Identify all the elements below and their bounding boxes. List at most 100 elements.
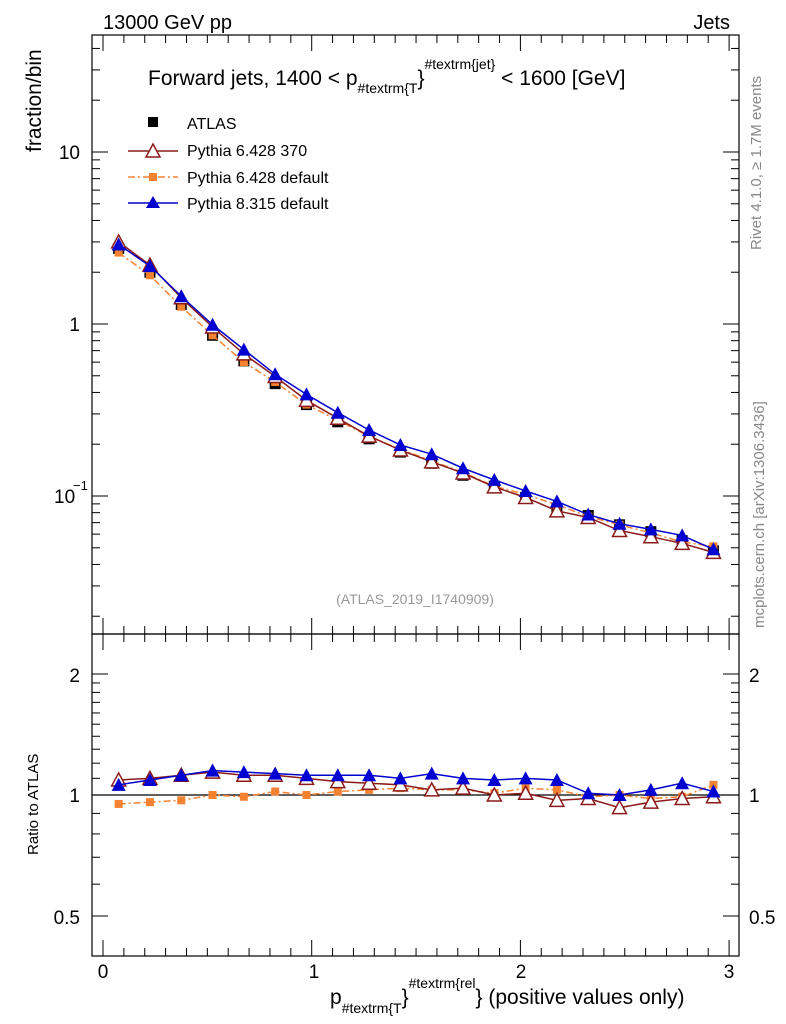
x-axis-label-sub: #textrm{T (342, 1000, 402, 1016)
main-point-pythia-8-315-default (236, 342, 251, 356)
main-point-pythia-8-315-default (330, 405, 345, 419)
ratio-ytick-2-left: 2 (69, 666, 80, 687)
chart-title-post: < 1600 [GeV] (495, 67, 625, 90)
main-point-pythia-6-428-370 (486, 478, 503, 494)
legend-label-py8-default: Pythia 8.315 default (187, 196, 329, 213)
ratio-point-pythia-8-315-default (142, 772, 157, 786)
main-point-pythia-6-428-370 (642, 528, 660, 544)
ratio-point-pythia-8-315-default (456, 771, 471, 785)
main-point-pythia-8-315-default (456, 461, 471, 475)
ratio-point-pythia-8-315-default (174, 768, 189, 782)
ratio-point-pythia-8-315-default (518, 771, 533, 785)
ratio-point-pythia-8-315-default (362, 768, 377, 782)
ytick-label-0.1-exp: −1 (73, 478, 88, 493)
ratio-point-pythia-6-428-default (239, 792, 248, 801)
ratio-point-pythia-6-428-370 (517, 784, 534, 801)
ratio-point-pythia-6-428-370 (486, 786, 503, 802)
ytick-label-1: 1 (69, 315, 80, 336)
header-right: Jets (693, 12, 730, 34)
ratio-point-pythia-6-428-370 (360, 774, 378, 790)
main-series-group (110, 233, 722, 560)
main-point-pythia-8-315-default (205, 317, 220, 331)
main-point-pythia-8-315-default (612, 516, 627, 530)
main-axis-ticks (92, 47, 739, 617)
x-axis-label-brace2: } (476, 986, 483, 1009)
ratio-point-pythia-6-428-370 (642, 793, 660, 809)
legend-label-py6-370: Pythia 6.428 370 (187, 143, 307, 160)
ratio-point-pythia-6-428-370 (423, 781, 440, 797)
ratio-point-pythia-8-315-default (487, 772, 502, 786)
main-point-pythia-8-315-default (142, 259, 157, 273)
ratio-point-pythia-6-428-default (271, 787, 280, 796)
main-point-pythia-8-315-default (111, 237, 126, 251)
ratio-point-pythia-8-315-default (675, 776, 690, 790)
ratio-point-pythia-6-428-370 (611, 799, 628, 815)
main-point-pythia-8-315-default (706, 542, 721, 556)
ratio-ylabel: Ratio to ATLAS (25, 754, 42, 855)
legend-label-py6-default: Pythia 6.428 default (187, 170, 329, 187)
ytick-label-0.1-base: 10 (54, 487, 75, 508)
x-axis-label-p: p (330, 986, 342, 1009)
ratio-point-pythia-6-428-default (333, 787, 342, 796)
ratio-line-pythia-8-315-default (118, 769, 714, 796)
ratio-ytick-0.5-right: 0.5 (749, 908, 775, 929)
main-line-pythia-8-315-default (118, 243, 714, 550)
main-point-pythia-8-315-default (487, 472, 502, 486)
xtick-label-0: 0 (98, 962, 109, 983)
main-point-pythia-8-315-default (174, 289, 189, 303)
ratio-point-pythia-8-315-default (268, 766, 283, 780)
legend-marker-py6-370 (144, 142, 162, 158)
ratio-point-pythia-6-428-370 (548, 791, 566, 808)
ratio-point-pythia-8-315-default (581, 786, 596, 800)
legend: ATLAS Pythia 6.428 370 Pythia 6.428 defa… (128, 116, 329, 213)
main-point-pythia-6-428-default (239, 358, 248, 367)
ratio-point-pythia-8-315-default (205, 763, 220, 777)
xtick-label-3: 3 (724, 962, 735, 983)
ratio-point-pythia-6-428-default (208, 791, 217, 799)
mcplots-label: mcplots.cern.ch [arXiv:1306.3436] (751, 401, 768, 628)
ratio-point-pythia-6-428-default (114, 799, 123, 808)
ratio-point-pythia-8-315-default (299, 768, 314, 782)
main-point-pythia-6-428-370 (673, 534, 691, 551)
ratio-point-pythia-8-315-default (549, 772, 564, 786)
x-axis-label-brace: } (402, 986, 409, 1009)
ratio-series-group (110, 763, 722, 815)
x-axis-ticks (102, 35, 730, 956)
ratio-point-pythia-6-428-default (552, 785, 561, 794)
chart-title: Forward jets, 1400 < p#textrm{T}#textrm{… (148, 56, 625, 96)
chart-title-sub: #textrm{T (358, 80, 418, 96)
xtick-label-2: 2 (516, 962, 527, 983)
main-point-pythia-8-315-default (549, 494, 564, 508)
ratio-point-pythia-8-315-default (612, 788, 627, 801)
main-point-pythia-8-315-default (268, 367, 283, 381)
main-point-pythia-8-315-default (675, 528, 690, 542)
main-point-pythia-8-315-default (518, 483, 533, 497)
ratio-ytick-0.5-left: 0.5 (54, 908, 80, 929)
ratio-point-pythia-8-315-default (424, 766, 439, 780)
legend-marker-atlas (148, 117, 158, 127)
main-point-pythia-8-315-default (299, 387, 314, 401)
x-axis-label: p#textrm{T}#textrm{rel} (positive values… (330, 975, 684, 1016)
x-axis-label-sup: #textrm{rel (409, 975, 476, 991)
ratio-ytick-2-right: 2 (749, 666, 760, 687)
chart-title-pre: Forward jets, 1400 < p (148, 67, 358, 90)
main-line-pythia-6-428-default (118, 252, 714, 548)
legend-label-atlas: ATLAS (187, 116, 237, 133)
main-ylabel: fraction/bin (23, 49, 46, 152)
main-point-pythia-6-428-default (208, 331, 217, 340)
ytick-label-10: 10 (59, 143, 80, 164)
ratio-point-pythia-8-315-default (643, 782, 658, 796)
main-point-pythia-8-315-default (362, 422, 377, 436)
ratio-line-pythia-6-428-370 (118, 771, 714, 809)
main-point-pythia-6-428-370 (611, 521, 628, 538)
ratio-point-pythia-6-428-370 (454, 779, 472, 795)
main-point-pythia-8-315-default (393, 437, 408, 451)
ratio-point-pythia-6-428-default (302, 791, 311, 799)
main-point-pythia-6-428-370 (423, 453, 440, 469)
ratio-point-pythia-6-428-default (177, 796, 186, 805)
x-axis-label-post: (positive values only) (483, 986, 685, 1009)
ratio-point-pythia-8-315-default (706, 784, 721, 798)
legend-marker-py8-default (146, 196, 160, 208)
header-left: 13000 GeV pp (103, 12, 232, 34)
